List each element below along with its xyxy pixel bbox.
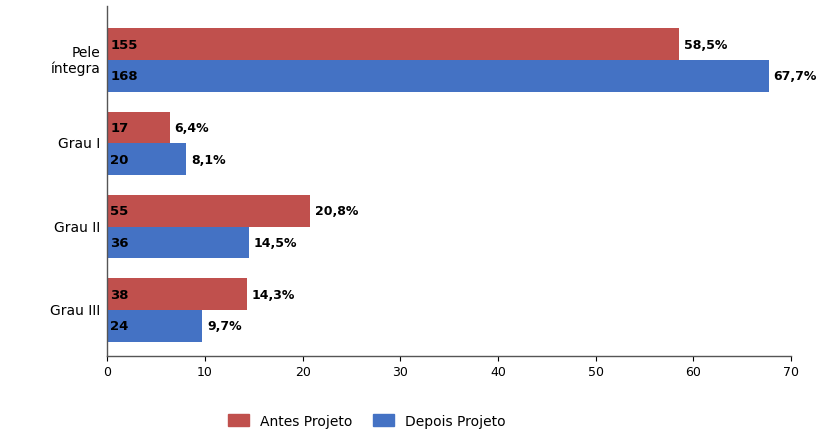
Text: 24: 24 bbox=[111, 319, 129, 332]
Bar bbox=[107, 227, 249, 259]
Text: 155: 155 bbox=[111, 39, 138, 52]
Bar bbox=[107, 279, 247, 310]
Bar bbox=[107, 112, 170, 144]
Text: 6,4%: 6,4% bbox=[175, 122, 210, 135]
Bar bbox=[107, 61, 769, 92]
Bar bbox=[107, 144, 186, 176]
Text: 14,5%: 14,5% bbox=[254, 237, 297, 250]
Text: 58,5%: 58,5% bbox=[684, 39, 727, 52]
Bar bbox=[107, 196, 310, 227]
Text: 17: 17 bbox=[111, 122, 129, 135]
Text: 20,8%: 20,8% bbox=[315, 205, 359, 218]
Legend: Antes Projeto, Depois Projeto: Antes Projeto, Depois Projeto bbox=[223, 408, 512, 433]
Text: 14,3%: 14,3% bbox=[252, 288, 295, 301]
Text: 8,1%: 8,1% bbox=[191, 153, 226, 166]
Bar bbox=[107, 30, 679, 61]
Text: 55: 55 bbox=[111, 205, 129, 218]
Text: 20: 20 bbox=[111, 153, 129, 166]
Bar bbox=[107, 310, 202, 342]
Text: 168: 168 bbox=[111, 70, 138, 83]
Text: 38: 38 bbox=[111, 288, 129, 301]
Text: 9,7%: 9,7% bbox=[207, 319, 242, 332]
Text: 67,7%: 67,7% bbox=[774, 70, 817, 83]
Text: 36: 36 bbox=[111, 237, 129, 250]
